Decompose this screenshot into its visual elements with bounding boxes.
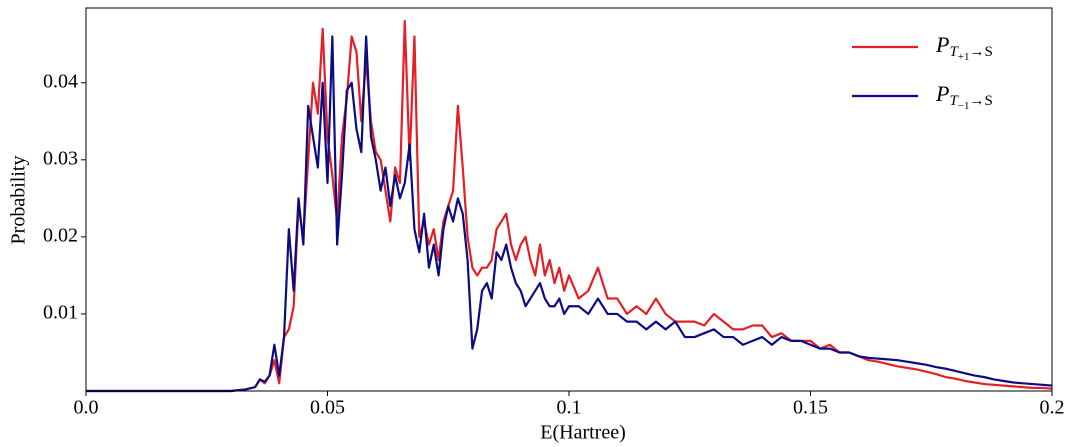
series-line (86, 35, 1053, 393)
series-line (86, 20, 1053, 393)
x-tick-label: 0.05 (310, 397, 345, 419)
plot-frame (85, 7, 1053, 392)
x-tick-label: 0.15 (793, 397, 828, 419)
x-tick-label: 0.1 (557, 397, 582, 419)
y-axis-label: Probability (8, 156, 30, 245)
legend-label: PT−1→S (935, 81, 993, 111)
x-tick-label: 0.2 (1040, 397, 1065, 419)
y-tick-label: 0.02 (43, 224, 78, 246)
y-tick-label: 0.01 (43, 302, 78, 324)
y-tick-label: 0.04 (43, 70, 78, 92)
x-axis-label: E(Hartree) (540, 422, 626, 444)
x-tick-label: 0.0 (74, 397, 99, 419)
legend-label: PT+1→S (935, 32, 993, 62)
y-tick-label: 0.03 (43, 147, 78, 169)
